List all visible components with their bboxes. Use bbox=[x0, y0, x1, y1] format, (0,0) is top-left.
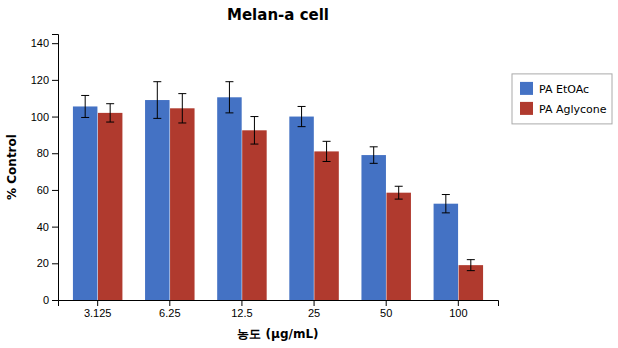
x-tick: 12.5 bbox=[231, 300, 252, 319]
y-tick-mark bbox=[52, 263, 58, 264]
error-bar bbox=[225, 82, 233, 113]
y-tick-label: 120 bbox=[31, 74, 49, 86]
y-tick: 40 bbox=[37, 221, 58, 233]
y-axis-line bbox=[52, 35, 59, 301]
y-tick: 20 bbox=[37, 257, 58, 269]
legend-label: PA EtOAc bbox=[539, 83, 589, 96]
legend-item: PA EtOAc bbox=[520, 82, 589, 96]
error-bar bbox=[298, 106, 306, 126]
x-tick-label: 50 bbox=[380, 307, 392, 319]
y-tick-mark bbox=[52, 227, 58, 228]
bar bbox=[289, 117, 313, 300]
legend-swatch bbox=[520, 82, 533, 95]
error-bar bbox=[153, 82, 161, 119]
y-tick-label: 20 bbox=[37, 257, 49, 269]
x-axis-title: 농도 (μg/mL) bbox=[237, 327, 318, 341]
chart: 0 20 40 60 80 100 120 140 3.125 6.25 12.5 25 50 100 Me… bbox=[0, 0, 618, 348]
x-tick: 50 bbox=[380, 300, 392, 319]
legend: PA EtOAc PA Aglycone bbox=[512, 74, 612, 124]
y-tick-mark bbox=[52, 43, 58, 44]
x-tick-label: 6.25 bbox=[159, 307, 180, 319]
plot-area: 0 20 40 60 80 100 120 140 3.125 6.25 12.5 25 50 100 bbox=[31, 35, 499, 319]
y-tick: 60 bbox=[37, 184, 58, 196]
error-bar bbox=[106, 104, 114, 122]
x-tick-mark bbox=[314, 300, 315, 306]
y-tick-mark bbox=[52, 80, 58, 81]
x-tick-label: 25 bbox=[308, 307, 320, 319]
y-axis: 0 20 40 60 80 100 120 140 bbox=[31, 35, 59, 307]
y-tick-label: 100 bbox=[31, 111, 49, 123]
bar bbox=[314, 151, 338, 300]
series bbox=[73, 82, 458, 300]
legend-frame bbox=[512, 74, 612, 124]
error-bar bbox=[467, 260, 475, 271]
y-tick-mark bbox=[52, 153, 58, 154]
error-bar bbox=[395, 186, 403, 199]
error-bar bbox=[323, 141, 331, 161]
y-tick-label: 0 bbox=[43, 294, 49, 306]
y-tick: 140 bbox=[31, 37, 58, 49]
y-tick: 80 bbox=[37, 147, 58, 159]
y-tick-mark bbox=[52, 190, 58, 191]
y-axis-title: % Control bbox=[5, 134, 19, 200]
x-tick-label: 3.125 bbox=[84, 307, 112, 319]
legend-label: PA Aglycone bbox=[539, 103, 607, 116]
y-tick-label: 80 bbox=[37, 147, 49, 159]
title: Melan-a cell bbox=[227, 6, 329, 24]
x-tick-mark bbox=[241, 300, 242, 306]
y-tick-label: 60 bbox=[37, 184, 49, 196]
y-tick-label: 140 bbox=[31, 37, 49, 49]
bar bbox=[361, 155, 385, 300]
x-tick: 3.125 bbox=[84, 300, 112, 319]
bar bbox=[145, 100, 169, 300]
x-tick-mark bbox=[97, 300, 98, 306]
error-bar bbox=[250, 117, 258, 145]
x-tick-mark bbox=[458, 300, 459, 306]
x-tick-mark bbox=[169, 300, 170, 306]
bar bbox=[170, 108, 194, 300]
error-bar bbox=[178, 94, 186, 123]
error-bar bbox=[81, 95, 89, 117]
series bbox=[98, 94, 483, 300]
bar bbox=[434, 204, 458, 300]
y-tick-label: 40 bbox=[37, 221, 49, 233]
legend-item: PA Aglycone bbox=[520, 102, 607, 116]
bar bbox=[73, 106, 97, 300]
y-tick: 100 bbox=[31, 111, 58, 123]
bar bbox=[386, 193, 410, 300]
bar bbox=[98, 113, 122, 300]
x-tick-mark bbox=[386, 300, 387, 306]
x-axis-line bbox=[59, 301, 499, 307]
x-tick-label: 100 bbox=[449, 307, 467, 319]
y-tick-mark bbox=[52, 300, 58, 301]
y-tick-mark bbox=[52, 117, 58, 118]
x-axis: 3.125 6.25 12.5 25 50 100 bbox=[59, 300, 499, 319]
error-bar bbox=[370, 147, 378, 164]
bar bbox=[242, 130, 266, 300]
bar bbox=[217, 97, 241, 300]
marks bbox=[73, 82, 483, 300]
legend-swatch bbox=[520, 102, 533, 115]
x-tick: 100 bbox=[449, 300, 467, 319]
error-bar bbox=[442, 195, 450, 213]
x-tick-label: 12.5 bbox=[231, 307, 252, 319]
y-tick: 120 bbox=[31, 74, 58, 86]
y-tick: 0 bbox=[43, 294, 58, 306]
x-tick: 25 bbox=[308, 300, 320, 319]
x-tick: 6.25 bbox=[159, 300, 180, 319]
